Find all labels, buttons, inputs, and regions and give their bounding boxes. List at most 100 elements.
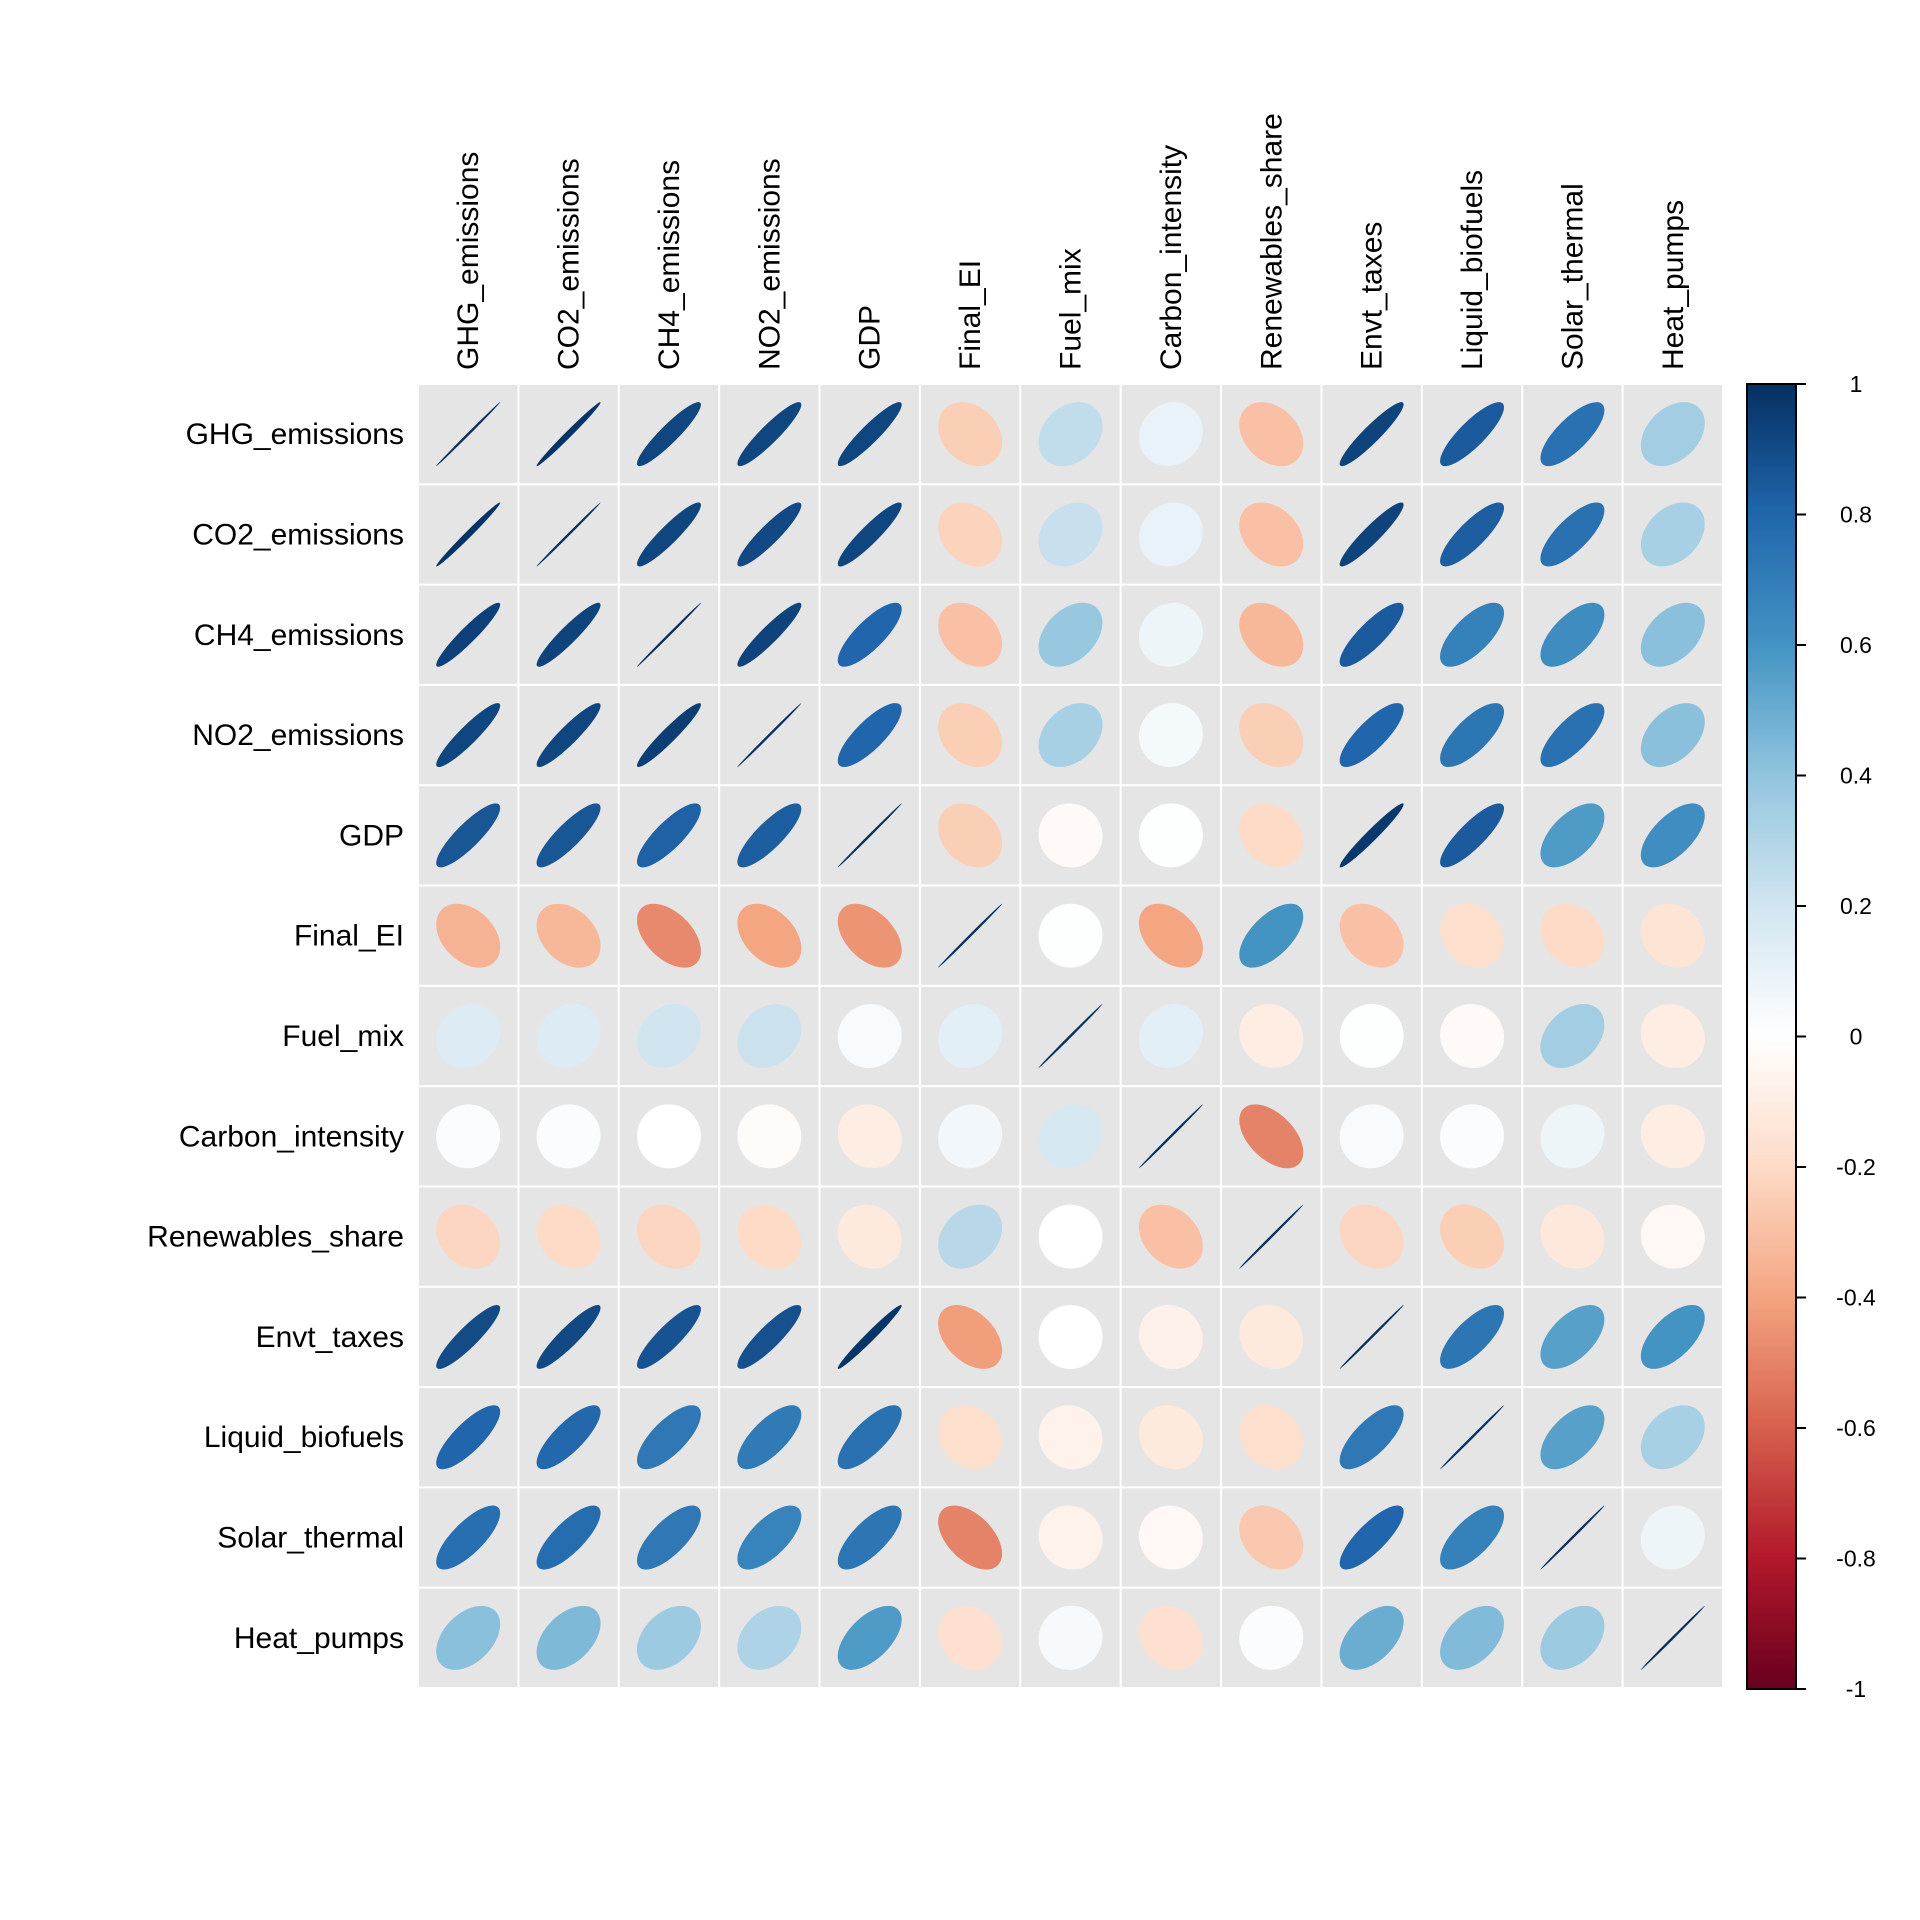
column-label: GDP xyxy=(854,305,887,370)
ellipse-mark xyxy=(737,1304,802,1369)
cell-GHG_emissions-CO2_emissions xyxy=(519,385,618,484)
cell-Renewables_share-GDP xyxy=(820,1187,919,1286)
ellipse-mark xyxy=(938,1104,1003,1169)
ellipse-mark xyxy=(1640,703,1705,768)
cell-grid xyxy=(418,384,1723,1688)
cell-Envt_taxes-Liquid_biofuels xyxy=(1422,1287,1522,1387)
ellipse-mark xyxy=(1138,1204,1203,1269)
row-label: CO2_emissions xyxy=(192,518,404,551)
ellipse-mark xyxy=(1239,803,1304,868)
ellipse-mark xyxy=(938,703,1003,768)
cell-Renewables_share-Renewables_share xyxy=(1222,1187,1321,1286)
ellipse-mark xyxy=(837,1004,902,1068)
cell-Renewables_share-Liquid_biofuels xyxy=(1422,1187,1522,1286)
ellipse-mark xyxy=(1038,1505,1103,1570)
ellipse-mark xyxy=(436,1004,501,1068)
ellipse-mark xyxy=(737,502,802,567)
row-label: CH4_emissions xyxy=(194,619,404,652)
ellipse-mark xyxy=(737,703,802,768)
ellipse-mark xyxy=(837,402,902,467)
cell-Liquid_biofuels-Final_EI xyxy=(920,1388,1020,1487)
row-label: GDP xyxy=(339,819,404,852)
cell-Solar_thermal-CH4_emissions xyxy=(619,1488,719,1587)
ellipse-mark xyxy=(436,703,501,768)
ellipse-mark xyxy=(1239,1605,1304,1670)
cell-GHG_emissions-Solar_thermal xyxy=(1523,385,1622,484)
ellipse-mark xyxy=(1339,1104,1404,1169)
ellipse-mark xyxy=(737,1605,802,1670)
cell-Liquid_biofuels-Solar_thermal xyxy=(1523,1388,1622,1487)
ellipse-mark xyxy=(737,1204,802,1269)
cell-Carbon_intensity-Final_EI xyxy=(920,1087,1020,1186)
cell-GHG_emissions-Heat_pumps xyxy=(1623,385,1722,484)
cell-Solar_thermal-Carbon_intensity xyxy=(1121,1488,1221,1587)
cell-Renewables_share-Fuel_mix xyxy=(1021,1187,1120,1286)
cell-Solar_thermal-GHG_emissions xyxy=(419,1488,518,1587)
ellipse-mark xyxy=(536,703,601,768)
ellipse-mark xyxy=(436,1104,501,1169)
ellipse-mark xyxy=(1540,903,1605,968)
ellipse-mark xyxy=(436,602,501,667)
cell-Heat_pumps-Renewables_share xyxy=(1222,1588,1321,1687)
colorbar-tick-label: 0.6 xyxy=(1840,632,1872,658)
ellipse-mark xyxy=(536,1104,601,1169)
ellipse-mark xyxy=(1339,1405,1404,1470)
cell-GDP-Final_EI xyxy=(920,786,1020,885)
ellipse-mark xyxy=(1440,402,1505,467)
ellipse-mark xyxy=(1339,803,1404,868)
ellipse-mark xyxy=(837,502,902,567)
cell-Heat_pumps-Heat_pumps xyxy=(1623,1588,1722,1687)
ellipse-mark xyxy=(837,1304,902,1369)
ellipse-mark xyxy=(436,502,501,567)
cell-Carbon_intensity-Fuel_mix xyxy=(1021,1087,1120,1186)
ellipse-mark xyxy=(837,1505,902,1570)
cell-CH4_emissions-CO2_emissions xyxy=(519,585,618,684)
ellipse-mark xyxy=(1640,402,1705,467)
cell-Solar_thermal-CO2_emissions xyxy=(519,1488,618,1587)
ellipse-mark xyxy=(1640,903,1705,968)
cell-CO2_emissions-GHG_emissions xyxy=(419,485,518,584)
ellipse-mark xyxy=(938,402,1003,467)
cell-Heat_pumps-Carbon_intensity xyxy=(1121,1588,1221,1687)
cell-Solar_thermal-Fuel_mix xyxy=(1021,1488,1120,1587)
colorbar-tick-label: 1 xyxy=(1850,371,1863,397)
colorbar-tick-label: 0.2 xyxy=(1840,893,1872,919)
ellipse-mark xyxy=(1038,1405,1103,1470)
cell-GDP-Liquid_biofuels xyxy=(1422,786,1522,885)
cell-Final_EI-CO2_emissions xyxy=(519,886,618,985)
cell-CO2_emissions-Solar_thermal xyxy=(1523,485,1622,584)
ellipse-mark xyxy=(1138,1505,1203,1570)
cell-Envt_taxes-Final_EI xyxy=(920,1287,1020,1387)
ellipse-mark xyxy=(1138,602,1203,667)
colorbar-ticks: 1 0.8 0.6 0.4 0.2 0 -0.2 -0.4 -0.6 -0.8 -1 xyxy=(1796,371,1876,1702)
cell-Solar_thermal-Final_EI xyxy=(920,1488,1020,1587)
cell-GDP-Heat_pumps xyxy=(1623,786,1722,885)
column-label: Fuel_mix xyxy=(1055,248,1088,370)
ellipse-mark xyxy=(938,903,1003,968)
cell-Envt_taxes-GDP xyxy=(820,1287,919,1387)
ellipse-mark xyxy=(636,1605,701,1670)
ellipse-mark xyxy=(436,903,501,968)
row-label: Solar_thermal xyxy=(217,1522,404,1555)
ellipse-mark xyxy=(1640,602,1705,667)
cell-GHG_emissions-Fuel_mix xyxy=(1021,385,1120,484)
ellipse-mark xyxy=(938,1004,1003,1068)
cell-Heat_pumps-CH4_emissions xyxy=(619,1588,719,1687)
ellipse-mark xyxy=(636,1004,701,1068)
ellipse-mark xyxy=(536,903,601,968)
column-label: Solar_thermal xyxy=(1556,183,1589,370)
ellipse-mark xyxy=(436,1405,501,1470)
ellipse-mark xyxy=(1339,903,1404,968)
cell-Final_EI-Carbon_intensity xyxy=(1121,886,1221,985)
cell-Liquid_biofuels-GDP xyxy=(820,1388,919,1487)
ellipse-mark xyxy=(636,1405,701,1470)
cell-Envt_taxes-Renewables_share xyxy=(1222,1287,1321,1387)
ellipse-mark xyxy=(1239,1004,1304,1068)
column-labels: GHG_emissions CO2_emissions CH4_emissions N… xyxy=(452,113,1690,370)
ellipse-mark xyxy=(1239,1104,1304,1169)
cell-Envt_taxes-NO2_emissions xyxy=(720,1287,819,1387)
cell-Final_EI-Liquid_biofuels xyxy=(1422,886,1522,985)
colorbar-tick-label: 0.4 xyxy=(1840,763,1872,789)
cell-Final_EI-Fuel_mix xyxy=(1021,886,1120,985)
